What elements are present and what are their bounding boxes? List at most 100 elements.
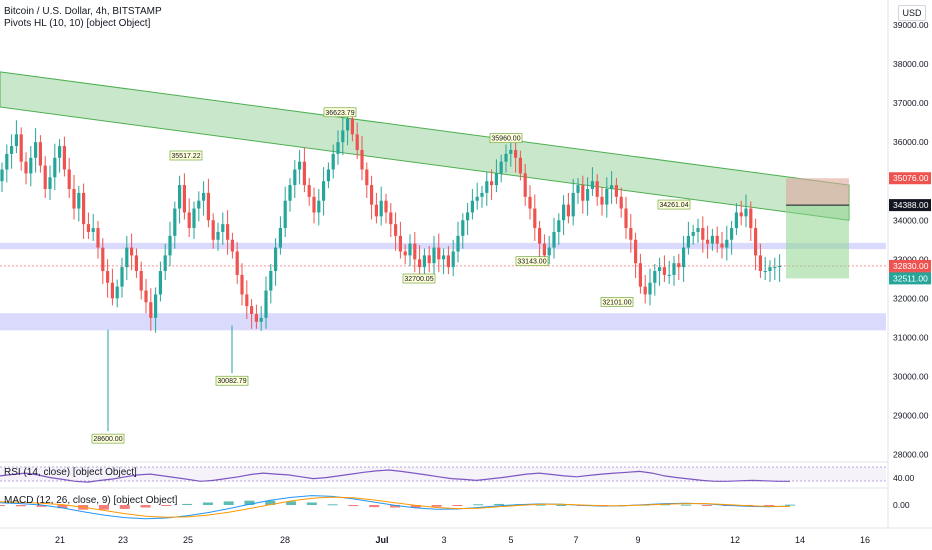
candle-body bbox=[754, 228, 758, 256]
macd-histogram-bar bbox=[119, 505, 130, 509]
candle-body bbox=[326, 169, 330, 182]
candle-body bbox=[576, 185, 580, 193]
macd-signal-line bbox=[0, 496, 790, 518]
candle-body bbox=[456, 235, 460, 252]
candle-body bbox=[778, 265, 782, 268]
candle-body bbox=[288, 185, 292, 201]
macd-histogram-bar bbox=[556, 505, 567, 506]
candle-body bbox=[725, 239, 729, 248]
candle-body bbox=[43, 165, 47, 190]
candle-body bbox=[653, 271, 657, 283]
candle-body bbox=[715, 235, 719, 244]
price-tick-label: 29000.00 bbox=[893, 411, 929, 421]
candle-body bbox=[739, 212, 743, 217]
candle-body bbox=[240, 274, 244, 295]
macd-histogram-bar bbox=[701, 505, 712, 506]
candle-body bbox=[413, 243, 417, 260]
macd-tick-label: 0.00 bbox=[893, 500, 910, 510]
candle-body bbox=[62, 146, 66, 170]
macd-histogram-bar bbox=[0, 505, 5, 507]
macd-pane-label: MACD (12, 26, close, 9) [object Object] bbox=[4, 495, 178, 506]
candle-body bbox=[581, 185, 585, 201]
candle-body bbox=[485, 181, 489, 193]
pivot-high-label: 35517.22 bbox=[171, 153, 200, 160]
candle-body bbox=[206, 192, 210, 221]
macd-histogram-bar bbox=[785, 504, 795, 506]
rsi-line bbox=[0, 469, 790, 483]
candle-body bbox=[629, 228, 633, 240]
candle-body bbox=[346, 118, 350, 131]
candle-body bbox=[763, 271, 767, 273]
candle-body bbox=[336, 142, 340, 154]
candle-body bbox=[91, 228, 95, 232]
symbol-title: Bitcoin / U.S. Dollar, 4h, BITSTAMP bbox=[4, 6, 162, 17]
candle-body bbox=[67, 169, 71, 190]
macd-histogram-bar bbox=[535, 504, 546, 506]
candle-body bbox=[758, 255, 762, 272]
candle-body bbox=[10, 146, 14, 154]
macd-histogram-bar bbox=[493, 503, 504, 505]
candle-body bbox=[418, 259, 422, 268]
candle-body bbox=[230, 239, 234, 252]
candle-body bbox=[106, 271, 110, 283]
position-stop-zone bbox=[786, 178, 849, 206]
target-price-badge-box bbox=[889, 172, 931, 185]
time-tick-label: 12 bbox=[730, 535, 740, 545]
candle-body bbox=[514, 149, 518, 158]
price-tick-label: 30000.00 bbox=[893, 371, 929, 381]
pivot-high-label: 35960.00 bbox=[491, 136, 520, 143]
candle-body bbox=[557, 220, 561, 232]
candle-body bbox=[710, 235, 714, 244]
candle-body bbox=[158, 271, 162, 295]
candle-body bbox=[720, 243, 724, 248]
candle-body bbox=[734, 212, 738, 229]
candle-body bbox=[331, 153, 335, 170]
candle-body bbox=[432, 247, 436, 264]
price-tick-label: 37000.00 bbox=[893, 98, 929, 108]
candle-body bbox=[696, 228, 700, 232]
price-tick-label: 38000.00 bbox=[893, 59, 929, 69]
macd-histogram-bar bbox=[348, 505, 359, 507]
macd-histogram-bar bbox=[431, 505, 442, 507]
candle-body bbox=[490, 181, 494, 186]
macd-histogram-bar bbox=[764, 505, 775, 506]
candle-body bbox=[168, 235, 172, 256]
pivot-high-label-box bbox=[323, 107, 357, 118]
time-tick-label: 5 bbox=[508, 535, 513, 545]
candle-body bbox=[274, 247, 278, 272]
macd-histogram-bar bbox=[306, 502, 317, 505]
time-tick-label: 25 bbox=[183, 535, 193, 545]
time-tick-label: 28 bbox=[280, 535, 290, 545]
candle-body bbox=[38, 142, 42, 166]
time-tick-label: 16 bbox=[860, 535, 870, 545]
candle-body bbox=[370, 185, 374, 205]
macd-histogram-bar bbox=[390, 505, 400, 508]
time-tick-label: 9 bbox=[635, 535, 640, 545]
candle-body bbox=[706, 239, 710, 244]
candle-body bbox=[192, 208, 196, 229]
price-tick-label: 31000.00 bbox=[893, 332, 929, 342]
candle-body bbox=[408, 243, 412, 256]
candle-body bbox=[451, 251, 455, 268]
candle-body bbox=[115, 286, 119, 299]
candle-body bbox=[96, 228, 100, 248]
candle-body bbox=[634, 239, 638, 264]
candle-body bbox=[504, 153, 508, 162]
candle-body bbox=[494, 173, 498, 186]
candle-body bbox=[365, 169, 369, 186]
pivot-low-label: 33143.00 bbox=[517, 259, 546, 266]
candle-body bbox=[499, 161, 503, 174]
candle-body bbox=[586, 189, 590, 201]
pivot-high-label: 36623.79 bbox=[325, 110, 354, 117]
candle-body bbox=[154, 294, 158, 318]
candle-body bbox=[518, 157, 522, 174]
currency-button[interactable]: USD bbox=[898, 5, 926, 21]
candle-body bbox=[744, 208, 748, 217]
macd-histogram-bar bbox=[369, 505, 380, 508]
candle-body bbox=[605, 189, 609, 205]
price-tick-label: 34000.00 bbox=[893, 215, 929, 225]
pivot-high-label-box bbox=[169, 150, 203, 161]
candle-body bbox=[245, 294, 249, 307]
pivot-low-label: 28600.00 bbox=[93, 436, 122, 443]
